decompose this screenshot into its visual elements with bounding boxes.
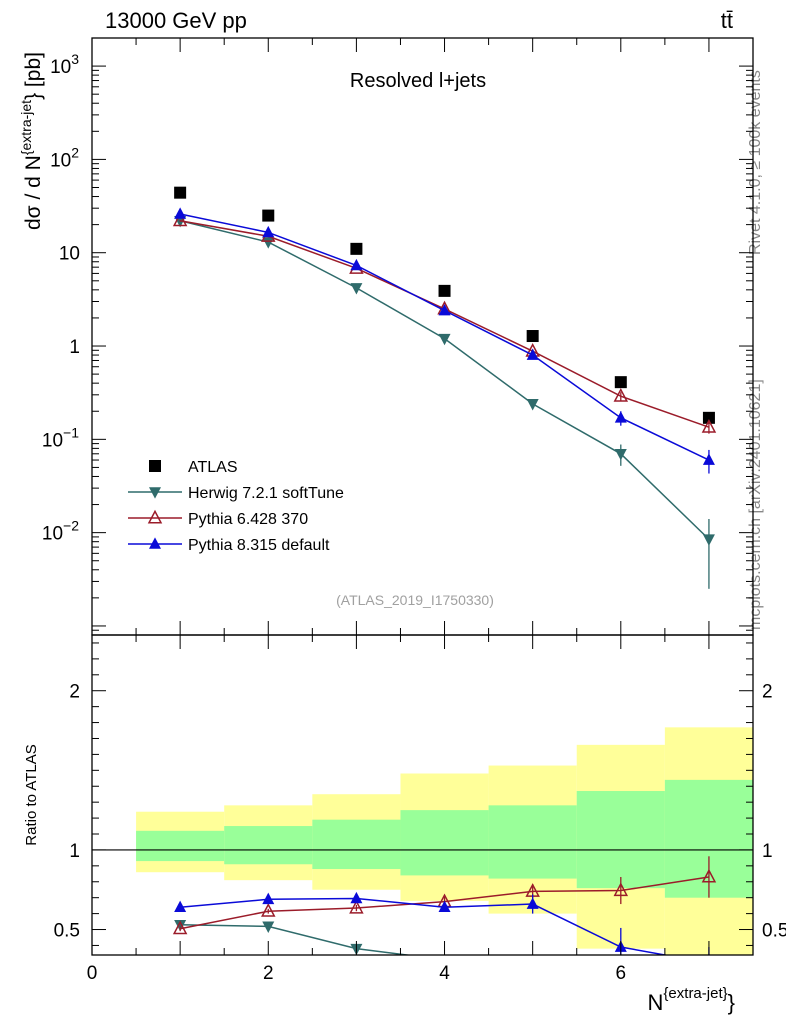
ratio-pythia-6-428-370-point [349,899,364,914]
x-tick-label: 6 [616,963,627,984]
x-label-close: } [728,990,735,1015]
chart-title: Resolved l+jets [350,70,486,92]
ratio-pythia-6-428-370-point [613,882,629,897]
series-herwig-7-2-1-softtune-point [526,399,539,411]
ratio-pythia-6-428-370-point [172,920,188,935]
x-tick-label: 0 [87,963,98,984]
legend-pythia-6-428-370-label: Pythia 6.428 370 [188,511,308,528]
series-pythia-8-315-default-point [350,258,363,271]
series-herwig-7-2-1-softtune-point [614,448,627,461]
process-label: tt̄ [721,8,733,33]
x-tick-label: 4 [439,963,450,984]
ratio-y-tick-label-right: 2 [762,682,773,703]
x-tick-label: 2 [263,963,274,984]
ratio-herwig-7-2-1-softtune-point [174,919,187,932]
ratio-frame [91,634,754,956]
ratio-pythia-8-315-default-point [526,897,539,909]
legend-pythia-8-315-default-label: Pythia 8.315 default [188,537,330,554]
rivet-version-label: Rivet 4.1.0, ≥ 100k events [747,70,764,255]
ratio-pythia-8-315-default-point [350,891,363,904]
legend-herwig-7-2-1-softtune-marker [149,487,161,499]
ratio-y-tick-label: 2 [69,682,80,703]
mcplots-label: mcplots.cern.ch [arXiv:2401.10621] [747,379,764,630]
series-atlas-point [614,376,627,389]
main-y-label-close: } [pb] [22,52,45,100]
series-pythia-8-315-default-point [262,225,275,238]
legend-herwig-7-2-1-softtune-label: Herwig 7.2.1 softTune [188,485,344,502]
ratio-herwig-7-2-1-softtune-point [262,921,275,933]
main-y-tick-label: 10 [59,244,80,265]
series-atlas-point [526,330,539,343]
series-herwig-7-2-1-softtune-point [438,333,451,346]
x-label-sup: {extra-jet} [663,985,727,1002]
ratio-y-tick-label-right: 0.5 [762,921,786,942]
ratio-y-tick-label-right: 1 [762,841,773,862]
series-herwig-7-2-1-softtune-point [702,534,715,546]
ratio-pythia-6-428-370-point [701,868,717,883]
ratio-band-inner [312,819,401,870]
series-atlas-point [174,186,187,199]
ratio-band-inner [576,791,665,889]
legend-pythia-8-315-default-marker [149,537,161,549]
ratio-y-tick-label: 1 [69,841,80,862]
ratio-band-inner [224,826,313,865]
main-y-tick-label: 10−2 [42,518,79,545]
ratio-pythia-8-315-default-point [438,900,451,913]
analysis-label: (ATLAS_2019_I1750330) [336,592,494,608]
ratio-y-axis-label: Ratio to ATLAS [23,744,40,845]
ratio-y-tick-label: 0.5 [54,921,80,942]
ratio-herwig-7-2-1-softtune-point [527,974,539,985]
series-herwig-7-2-1-softtune-point [350,283,363,295]
series-pythia-6-428-370-point [701,418,717,433]
main-y-tick-label: 103 [50,51,79,78]
ratio-pythia-8-315-default-point [703,956,715,967]
series-atlas-point [438,284,451,297]
ratio-band-inner [400,810,489,876]
ratio-band-inner [488,805,577,879]
series-pythia-6-428-370-point [172,212,188,227]
series-atlas-point [702,411,715,424]
main-y-tick-label: 102 [50,144,79,171]
ratio-uncertainty-bands [136,727,753,955]
series-herwig-7-2-1-softtune-point [262,237,275,249]
series-pythia-6-428-370-point [613,387,629,402]
main-y-label-sup: {extra-jet [18,100,34,155]
legend-atlas-marker [149,460,161,472]
series-pythia-8-315-default-point [438,303,451,316]
ratio-band-inner [136,830,225,862]
series-atlas-point [350,242,363,255]
main-series-layer [172,186,717,589]
ratio-pythia-6-428-370-point [261,903,276,917]
main-y-label-base: dσ / d N [22,155,45,230]
series-pythia-8-315-default-point [526,348,539,360]
main-y-axis-label: dσ / d N{extra-jet} [pb] [18,52,45,230]
ratio-pythia-8-315-default-point [174,900,187,913]
series-pythia-6-428-370-line [180,220,710,428]
series-pythia-8-315-default-point [702,453,715,465]
series-pythia-8-315-default-point [174,207,187,219]
ratio-pythia-8-315-default-point [262,892,275,905]
x-label-base: N [648,990,664,1015]
legend-atlas-label: ATLAS [188,459,238,476]
main-y-tick-label: 1 [69,337,80,358]
series-atlas-point [262,209,275,222]
x-axis-label: N{extra-jet}} [648,985,735,1015]
legend: ATLAS Herwig 7.2.1 softTune Pythia 6.428 3… [128,459,344,554]
series-pythia-8-315-default-point [614,411,627,423]
main-y-tick-label: 10−1 [42,424,79,451]
energy-label: 13000 GeV pp [105,8,247,33]
legend-pythia-6-428-370-marker [147,509,163,524]
